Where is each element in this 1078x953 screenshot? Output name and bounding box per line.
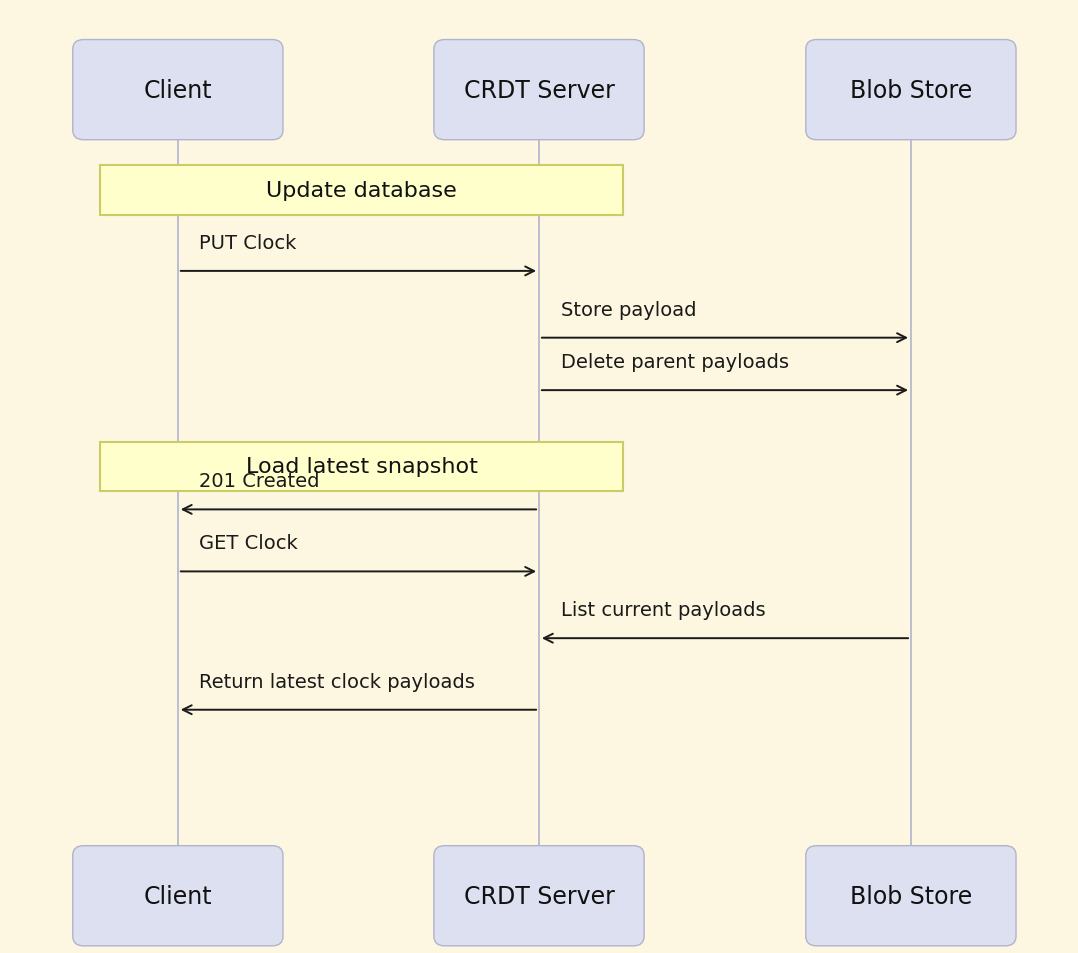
- Text: Delete parent payloads: Delete parent payloads: [561, 353, 789, 372]
- Text: List current payloads: List current payloads: [561, 600, 765, 619]
- Text: Return latest clock payloads: Return latest clock payloads: [199, 672, 475, 691]
- Text: Blob Store: Blob Store: [849, 883, 972, 908]
- Text: Blob Store: Blob Store: [849, 78, 972, 103]
- FancyBboxPatch shape: [805, 846, 1015, 945]
- Text: Update database: Update database: [266, 181, 457, 200]
- Text: Client: Client: [143, 78, 212, 103]
- FancyBboxPatch shape: [433, 40, 644, 140]
- FancyBboxPatch shape: [433, 846, 644, 945]
- FancyBboxPatch shape: [73, 40, 282, 140]
- FancyBboxPatch shape: [805, 40, 1015, 140]
- Text: Store payload: Store payload: [561, 300, 696, 319]
- Text: Load latest snapshot: Load latest snapshot: [246, 457, 478, 476]
- FancyBboxPatch shape: [100, 166, 623, 215]
- Text: PUT Clock: PUT Clock: [199, 233, 296, 253]
- Text: Client: Client: [143, 883, 212, 908]
- Text: GET Clock: GET Clock: [199, 534, 299, 553]
- Text: CRDT Server: CRDT Server: [464, 883, 614, 908]
- Text: CRDT Server: CRDT Server: [464, 78, 614, 103]
- FancyBboxPatch shape: [73, 846, 282, 945]
- Text: 201 Created: 201 Created: [199, 472, 320, 491]
- FancyBboxPatch shape: [100, 442, 623, 492]
